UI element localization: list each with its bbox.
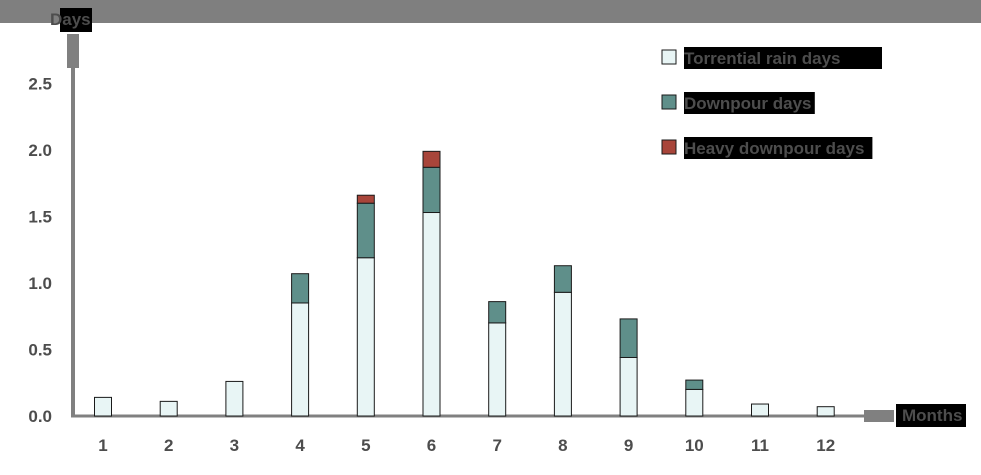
bar-segment	[356, 202, 375, 259]
x-tick-label: 9	[624, 436, 633, 455]
bar-segment	[553, 265, 572, 293]
x-tick-label: 11	[751, 436, 769, 455]
bar-segment	[816, 406, 835, 417]
bar-segment	[751, 403, 769, 417]
x-tick-label: 1	[98, 436, 107, 455]
x-tick-label: 10	[685, 436, 704, 455]
y-tick-label: 0.0	[28, 407, 52, 426]
legend-swatch	[661, 94, 677, 110]
legend-label-bg	[684, 92, 815, 114]
legend-swatch	[661, 139, 677, 155]
y-tick-label: 2.5	[28, 75, 52, 94]
x-tick-label: 6	[427, 436, 436, 455]
x-tick-label: 2	[164, 436, 173, 455]
legend-label: Downpour days	[684, 94, 812, 113]
x-tick-label: 12	[816, 436, 835, 455]
legend-swatch	[661, 49, 677, 65]
y-axis-title-bg	[60, 8, 92, 32]
x-tick-label: 8	[558, 436, 567, 455]
legend: Torrential rain days Downpour days Heavy d…	[661, 47, 882, 159]
bar-segment	[619, 318, 638, 358]
bar-segment	[356, 257, 375, 417]
bar-segment	[685, 379, 704, 390]
x-tick-label: 3	[230, 436, 239, 455]
x-tick-label: 7	[492, 436, 501, 455]
legend-label: Heavy downpour days	[684, 139, 864, 158]
x-tick-label: 5	[361, 436, 370, 455]
x-tick-label: 4	[295, 436, 305, 455]
bar-segment	[356, 194, 375, 204]
y-tick-label: 2.0	[28, 141, 52, 160]
top-bar	[0, 0, 981, 23]
legend-label-bg	[684, 137, 873, 159]
y-axis-arrow	[67, 34, 79, 68]
bar-segment	[488, 301, 507, 324]
x-axis-title: Months	[902, 406, 962, 425]
bar-segment	[488, 322, 507, 417]
bar-segment	[94, 396, 112, 417]
bar-segment	[685, 388, 704, 417]
y-axis-title: Days	[50, 10, 91, 29]
x-axis-title-bg	[896, 404, 966, 427]
x-tick-labels: 1 2 3 4 5 6 7 8 9 10 11 12	[98, 436, 835, 455]
y-tick-label: 0.5	[28, 341, 52, 360]
legend-label: Torrential rain days	[684, 49, 841, 68]
x-axis-arrow	[864, 410, 894, 422]
bar-segment	[553, 291, 572, 417]
bar-segment	[225, 380, 244, 417]
legend-label-bg	[684, 47, 882, 69]
bar-segment	[291, 302, 310, 417]
bar-segment	[422, 166, 441, 214]
bar-segment	[422, 212, 441, 417]
bar-segment	[619, 356, 638, 417]
bar-segment	[159, 400, 178, 417]
bars	[94, 150, 835, 417]
y-tick-label: 1.0	[28, 274, 52, 293]
y-tick-labels: 0.0 0.5 1.0 1.5 2.0 2.5	[28, 75, 52, 427]
bar-segment	[291, 273, 310, 304]
bar-segment	[422, 150, 441, 168]
y-tick-label: 1.5	[28, 208, 52, 227]
